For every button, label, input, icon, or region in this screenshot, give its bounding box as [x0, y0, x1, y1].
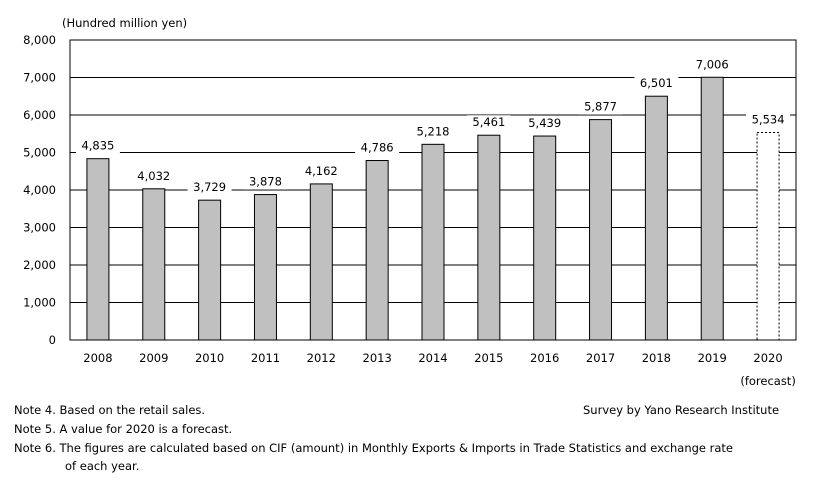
bar-2014: [421, 143, 445, 341]
x-tick-label-2012: 2012: [307, 351, 336, 365]
data-label-bg: [299, 163, 344, 179]
data-label-bg: [522, 116, 567, 132]
note-4: Note 4. Based on the retail sales.: [14, 403, 206, 417]
bars: [86, 76, 780, 341]
data-label-2013: 4,786: [361, 141, 394, 155]
bar-2019: [700, 76, 724, 341]
x-tick-label-2013: 2013: [363, 351, 392, 365]
y-axis-label: (Hundred million yen): [62, 16, 187, 30]
x-tick-label-2009: 2009: [139, 351, 168, 365]
data-label-bg: [243, 174, 288, 190]
y-tick-label: 5,000: [23, 146, 56, 160]
bar-2012: [309, 183, 333, 341]
data-label-bg: [75, 138, 120, 154]
plot-frame: [69, 39, 797, 341]
data-label-2020: 5,534: [752, 112, 785, 126]
y-tick-label: 4,000: [23, 183, 56, 197]
bar-2013: [365, 160, 389, 341]
y-tick-label: 6,000: [23, 108, 56, 122]
data-label-bg: [355, 140, 400, 156]
data-label-bg: [746, 112, 791, 128]
source-credit: Survey by Yano Research Institute: [583, 403, 780, 417]
bar-2017: [589, 119, 613, 341]
y-axis-ticks: 0 1,000 2,000 3,000 4,000 5,000 6,000 7,000 8,00…: [23, 33, 56, 347]
data-label-bg: [187, 180, 232, 196]
data-label-2010: 3,729: [193, 180, 226, 194]
bar-2020: [756, 131, 780, 341]
data-label-2009: 4,032: [137, 169, 170, 183]
bar-2008: [86, 158, 110, 341]
y-tick-label: 1,000: [23, 296, 56, 310]
data-labels: 4,835 4,032 3,729 3,878 4,162 4,786 5,218 5,461…: [75, 57, 791, 196]
note-6: Note 6. The figures are calculated based…: [14, 441, 734, 455]
x-axis-ticks: 2008 2009 2010 2011 2012 2013 2014 2015 2016 2017…: [83, 351, 796, 388]
data-label-2017: 5,877: [584, 100, 617, 114]
y-tick-label: 3,000: [23, 221, 56, 235]
data-label-bg: [578, 99, 623, 115]
data-label-2011: 3,878: [249, 175, 282, 189]
y-tick-label: 0: [49, 333, 56, 347]
x-tick-label-2018: 2018: [642, 351, 671, 365]
x-tick-label-2014: 2014: [418, 351, 447, 365]
x-tick-label-2016: 2016: [530, 351, 559, 365]
data-label-bg: [131, 168, 176, 184]
x-tick-label-2015: 2015: [474, 351, 503, 365]
bar-2009: [142, 188, 166, 341]
x-tick-label-2008: 2008: [83, 351, 112, 365]
note-5: Note 5. A value for 2020 is a forecast.: [14, 422, 233, 436]
bar-2010: [198, 199, 222, 341]
data-label-2014: 5,218: [417, 124, 450, 138]
y-tick-label: 8,000: [23, 33, 56, 47]
data-label-2019: 7,006: [696, 57, 729, 71]
data-label-bg: [466, 115, 511, 131]
data-label-2016: 5,439: [528, 116, 561, 130]
data-label-bg: [690, 57, 735, 73]
x-tick-label-2011: 2011: [251, 351, 280, 365]
x-tick-label-2010: 2010: [195, 351, 224, 365]
data-label-2018: 6,501: [640, 76, 673, 90]
data-label-2008: 4,835: [81, 139, 114, 153]
bar-chart: (Hundred million yen) 0 1,000 2,000 3,000 4,…: [23, 16, 797, 388]
x-tick-label-2020: 2020: [753, 351, 782, 365]
bar-2018: [644, 95, 668, 341]
bar-2015: [477, 134, 501, 341]
x-tick-label-2019: 2019: [698, 351, 727, 365]
y-tick-label: 2,000: [23, 258, 56, 272]
y-tick-label: 7,000: [23, 71, 56, 85]
data-label-bg: [411, 124, 455, 140]
bar-2016: [533, 135, 557, 341]
x-tick-sublabel: (forecast): [740, 374, 795, 388]
bar-2011: [253, 194, 277, 341]
data-label-2012: 4,162: [305, 164, 338, 178]
note-6-continued: of each year.: [65, 459, 140, 473]
data-label-2015: 5,461: [472, 115, 505, 129]
x-tick-label-2017: 2017: [586, 351, 615, 365]
data-label-bg: [634, 76, 679, 92]
